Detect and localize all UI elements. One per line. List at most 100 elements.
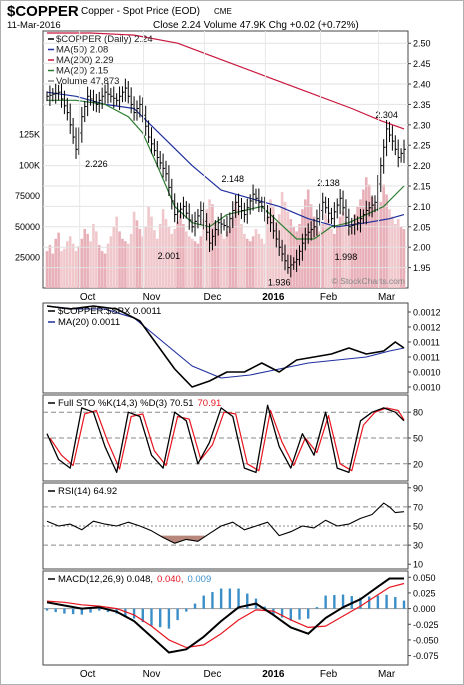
- ratio-legend-entry: $COPPER:$SPX 0.0011: [58, 306, 161, 317]
- ratio-axis-tick-label: 0.0012: [413, 323, 441, 333]
- volume-bar: [48, 244, 52, 288]
- macd-histogram-bar: [98, 608, 101, 611]
- volume-bar: [45, 251, 49, 288]
- volume-bar: [57, 232, 60, 288]
- volume-bar: [173, 228, 177, 288]
- volume-bar: [150, 216, 153, 288]
- macd-histogram-bar: [45, 608, 49, 611]
- volume-bar: [80, 238, 84, 288]
- symbol-label: $COPPER: [7, 3, 79, 20]
- volume-bar: [222, 238, 226, 288]
- volume-bar: [196, 243, 200, 288]
- volume-bar: [187, 236, 191, 288]
- macd-histogram-bar: [176, 608, 179, 621]
- price-legend-entry: MA(50) 2.08: [56, 45, 108, 56]
- volume-bar: [330, 228, 333, 288]
- price-axis-tick-label: 2.15: [413, 182, 431, 192]
- stochastic-legend-entry: 70.91: [198, 398, 222, 409]
- macd-histogram-bar: [307, 608, 310, 619]
- volume-bar: [228, 226, 232, 288]
- macd-histogram-bar: [280, 608, 284, 618]
- rsi-axis-tick-label: 70: [413, 502, 423, 512]
- volume-bar: [158, 224, 162, 288]
- volume-bar: [376, 211, 380, 288]
- price-annotation: 2.304: [375, 110, 398, 120]
- macd-histogram-bar: [237, 588, 240, 609]
- macd-histogram-bar: [202, 595, 205, 609]
- volume-bar: [245, 238, 249, 288]
- volume-bar: [373, 204, 377, 288]
- x-axis-tick-label: 2016: [262, 292, 285, 303]
- volume-bar: [164, 219, 168, 288]
- macd-x-axis-tick-label: Nov: [143, 669, 161, 680]
- volume-bar: [318, 231, 322, 288]
- volume-bar: [54, 238, 58, 288]
- x-axis-tick-label: Dec: [204, 292, 222, 303]
- volume-bar: [86, 233, 89, 288]
- macd-legend-entry: 0.009: [187, 574, 211, 585]
- volume-bar: [92, 224, 95, 288]
- volume-bar: [350, 224, 354, 288]
- volume-bar: [144, 226, 147, 288]
- price-axis-tick-label: 2.20: [413, 161, 431, 171]
- volume-bar: [266, 216, 269, 288]
- volume-bar: [74, 251, 78, 288]
- rsi-axis-tick-label: 10: [413, 560, 423, 570]
- volume-bar: [95, 231, 98, 288]
- price-annotation: 2.138: [317, 178, 340, 188]
- volume-bar: [202, 219, 206, 288]
- macd-x-axis-tick-label: 2016: [262, 669, 285, 680]
- volume-bar: [257, 233, 261, 288]
- instrument-name: Copper - Spot Price (EOD): [81, 6, 200, 17]
- volume-bar: [344, 221, 348, 288]
- volume-bar: [167, 226, 171, 288]
- macd-histogram-bar: [263, 606, 266, 609]
- macd-axis-tick-label: 0.050: [413, 573, 436, 583]
- rsi-axis-tick-label: 90: [413, 483, 423, 493]
- volume-bar: [170, 233, 174, 288]
- macd-histogram-bar: [402, 600, 406, 609]
- volume-bar: [60, 251, 63, 288]
- volume-bar: [135, 220, 139, 288]
- volume-bar: [182, 224, 185, 288]
- macd-histogram-bar: [367, 596, 371, 609]
- price-axis-tick-label: 2.10: [413, 202, 431, 212]
- volume-bar: [138, 228, 142, 288]
- volume-bar: [89, 241, 92, 288]
- price-annotation: 2.148: [221, 174, 244, 184]
- exchange-label: CME: [214, 7, 232, 16]
- volume-bar: [289, 219, 293, 288]
- price-legend-entry: MA(200) 2.29: [56, 55, 114, 66]
- volume-bar: [205, 209, 208, 288]
- volume-bar: [179, 214, 182, 288]
- macd-histogram-bar: [246, 593, 249, 609]
- ratio-line: [46, 305, 405, 388]
- macd-axis-tick-label: -0.050: [413, 635, 439, 645]
- price-panel-border: [42, 30, 409, 289]
- volume-bar: [327, 219, 330, 288]
- volume-bar: [153, 230, 156, 288]
- volume-bar: [385, 194, 388, 288]
- volume-bar: [312, 216, 316, 288]
- watermark: © StockCharts.com: [332, 276, 405, 286]
- ma50-line: [46, 91, 405, 228]
- volume-bar: [141, 236, 145, 288]
- volume-bar: [321, 224, 325, 288]
- volume-bar: [399, 226, 403, 288]
- macd-histogram-bar: [54, 608, 57, 613]
- volume-bar: [106, 243, 110, 288]
- price-annotation: 2.226: [85, 159, 108, 169]
- macd-x-axis-tick-label: Feb: [320, 669, 338, 680]
- volume-bar: [225, 231, 229, 288]
- volume-bar: [234, 201, 237, 288]
- quote-summary: Close 2.24 Volume 47.9K Chg +0.02 (+0.72…: [153, 20, 359, 31]
- ratio-axis-tick-label: 0.0011: [413, 353, 440, 363]
- volume-bar: [379, 201, 383, 288]
- volume-bar: [333, 233, 336, 288]
- volume-bar: [353, 214, 356, 288]
- price-axis-tick-label: 2.40: [413, 80, 431, 90]
- volume-bar: [219, 233, 223, 288]
- volume-bar: [388, 209, 391, 288]
- macd-line: [46, 577, 404, 654]
